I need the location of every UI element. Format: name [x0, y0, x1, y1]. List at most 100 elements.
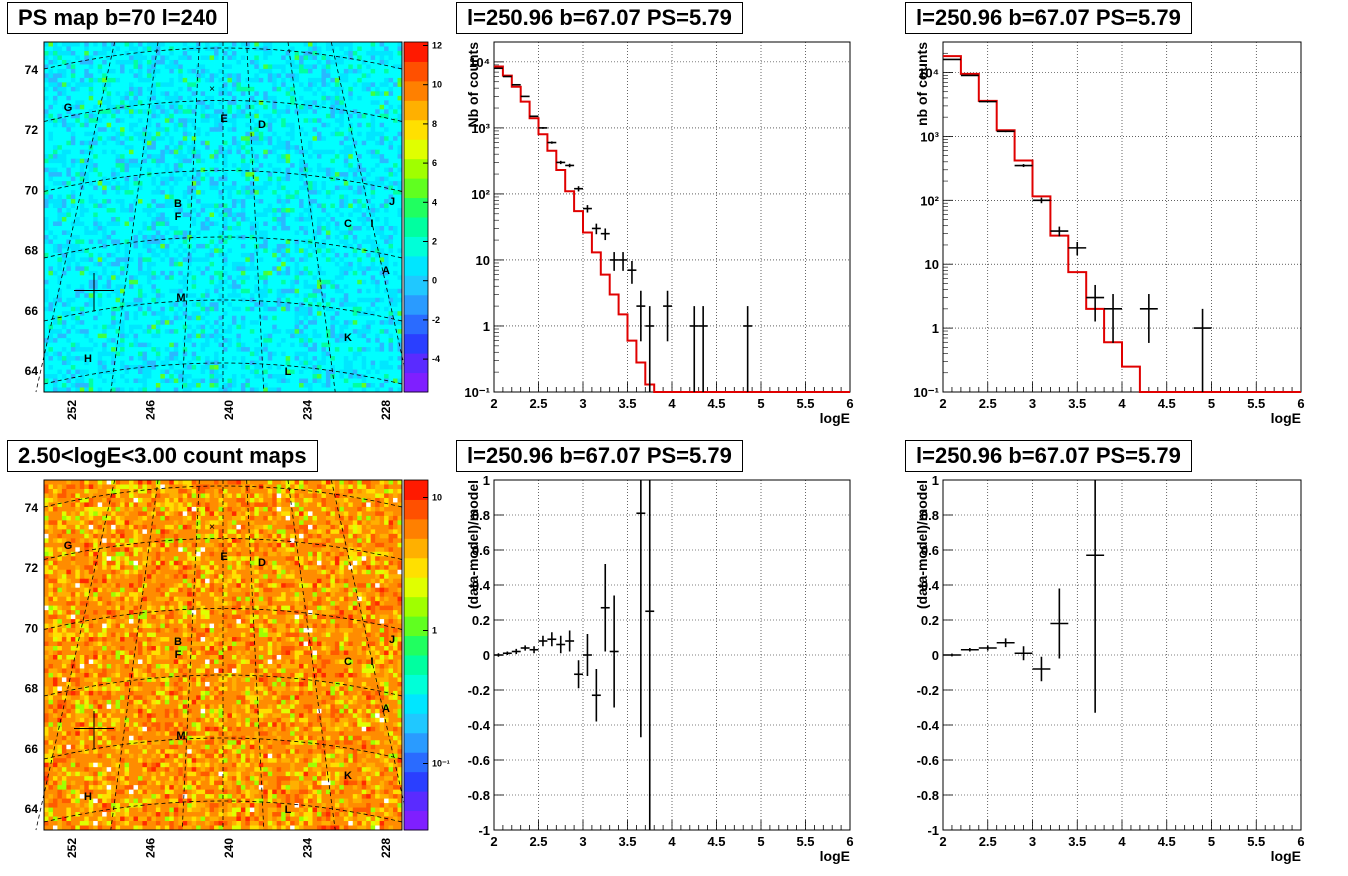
res1-residual-point-15: [645, 480, 655, 830]
res2-ytick-0: -1: [927, 823, 939, 838]
res1-ytick-0: -1: [478, 823, 490, 838]
res1-residual-point-4: [529, 646, 539, 654]
res1-residual-point-5: [538, 635, 548, 647]
top-source-label-j: J: [389, 196, 395, 208]
res1-xtick-1: 2.5: [529, 834, 547, 849]
res1-residual-point-6: [547, 632, 557, 647]
spec1-ytick-1: 1: [483, 319, 490, 334]
spec2-data-point-6: [1050, 226, 1069, 237]
res2-ytick-5: 0: [932, 648, 939, 663]
spec1-data-point-19: [689, 306, 699, 392]
spec1-data-point-1: [502, 75, 512, 78]
res2-xtick-7: 5.5: [1247, 834, 1265, 849]
res2-residual-point-5: [1032, 656, 1051, 682]
top-cbtick-0: 12: [432, 41, 442, 51]
spec1-xtick-3: 3.5: [618, 396, 636, 411]
spec1-xtick-0: 2: [490, 396, 497, 411]
top-cbtick-6: 0: [432, 276, 437, 286]
top-cbtick-1: 10: [432, 80, 442, 90]
spec1-xtick-5: 4.5: [707, 396, 725, 411]
res1-residual-point-11: [591, 669, 601, 722]
spec2-data-point-5: [1032, 197, 1051, 204]
res2-residual-point-0: [943, 653, 961, 657]
spec1-data-point-17: [645, 306, 655, 392]
spec1-data-point-3: [520, 95, 530, 98]
spec1-xtick-7: 5.5: [796, 396, 814, 411]
spec2-xtick-1: 2.5: [979, 396, 997, 411]
top-source-label-k: K: [344, 332, 352, 344]
top-xtick-228: 228: [379, 400, 393, 420]
res2-ytick-3: -0.4: [917, 718, 940, 733]
res2-xtick-4: 4: [1118, 834, 1126, 849]
spec1-xtick-1: 2.5: [529, 396, 547, 411]
spec1-ytick-5: 10⁴: [469, 55, 490, 70]
bottom-source-label-d: D: [258, 557, 266, 569]
bottom-source-label-f: F: [175, 649, 182, 661]
spec1-data-point-18: [663, 290, 672, 342]
spec1-ytick-3: 10²: [471, 187, 490, 202]
top-ytick-72: 72: [25, 123, 39, 137]
res1-residual-point-9: [574, 660, 583, 689]
top-source-label-c: C: [344, 218, 352, 230]
spec1-data-point-11: [591, 223, 601, 235]
spec1-xtick-4: 4: [668, 396, 676, 411]
bottom-source-label-j: J: [389, 634, 395, 646]
res1-residual-point-3: [520, 645, 530, 651]
res2-ylabel: (data-model)/model: [914, 480, 930, 609]
res2-ytick-6: 0.2: [921, 613, 939, 628]
top-cbtick-7: -2: [432, 315, 440, 325]
map-bottom-title: 2.50<logE<3.00 count maps: [7, 440, 318, 472]
res2-xtick-6: 5: [1208, 834, 1215, 849]
res1-ytick-9: 0.8: [472, 508, 490, 523]
res1-ytick-2: -0.6: [468, 753, 490, 768]
spec1-data-point-12: [600, 228, 610, 241]
spec1-data-point-20: [698, 306, 708, 392]
spec1-data-point-15: [627, 260, 637, 284]
res2-ytick-10: 1: [932, 473, 939, 488]
res1-xtick-0: 2: [490, 834, 497, 849]
spec2-title: l=250.96 b=67.07 PS=5.79: [905, 2, 1192, 34]
top-source-label-h: H: [84, 353, 92, 365]
res2-xtick-3: 3.5: [1068, 834, 1086, 849]
res2-plot: 2 2.5 3 3.5 4 4.5 5 5.5 6 -1 -0.8 -0.6 -0.4 -0.2 0 0.2 0…: [914, 473, 1305, 864]
bottom-xtick-240: 240: [222, 838, 236, 858]
top-xtick-234: 234: [301, 400, 315, 420]
top-source-label-m: M: [176, 292, 185, 304]
bottom-ytick-68: 68: [25, 682, 39, 696]
res2-ytick-2: -0.6: [917, 753, 939, 768]
spec2-ytick-0: 10⁻¹: [913, 385, 939, 400]
res2-ytick-8: 0.6: [921, 543, 939, 558]
spec1-xtick-2: 3: [579, 396, 586, 411]
res1-residual-point-8: [565, 630, 575, 652]
top-cbtick-2: 8: [432, 119, 437, 129]
spec1-title: l=250.96 b=67.07 PS=5.79: [456, 2, 743, 34]
res1-xtick-8: 6: [846, 834, 853, 849]
bottom-xtick-228: 228: [379, 838, 393, 858]
top-longitude-lines: [35, 41, 411, 393]
top-ytick-74: 74: [25, 63, 39, 77]
res2-residual-point-4: [1014, 646, 1033, 661]
spec1-model-line: [494, 65, 850, 393]
top-xtick-246: 246: [144, 400, 158, 420]
res2-residual-point-7: [1086, 480, 1105, 713]
spec2-ytick-3: 10²: [920, 193, 939, 208]
spec1-xtick-8: 6: [846, 396, 853, 411]
bottom-source-label-a: A: [382, 703, 390, 715]
spec2-xtick-3: 3.5: [1068, 396, 1086, 411]
res1-residual-point-1: [502, 651, 512, 655]
spec2-ytick-1: 1: [932, 321, 939, 336]
top-source-label-f: F: [175, 211, 182, 223]
bottom-ytick-74: 74: [25, 501, 39, 515]
top-ytick-70: 70: [25, 183, 39, 197]
bottom-xtick-252: 252: [65, 838, 79, 858]
bottom-xtick-246: 246: [144, 838, 158, 858]
spec2-xtick-6: 5: [1208, 396, 1215, 411]
spec1-data-point-5: [538, 127, 548, 129]
res1-ytick-4: -0.2: [468, 683, 490, 698]
spec1-ytick-0: 10⁻¹: [464, 385, 490, 400]
bottom-xtick-234: 234: [301, 838, 315, 858]
top-cbtick-3: 6: [432, 158, 437, 168]
res1-xlabel: logE: [820, 848, 850, 864]
res2-residual-point-2: [978, 645, 997, 651]
